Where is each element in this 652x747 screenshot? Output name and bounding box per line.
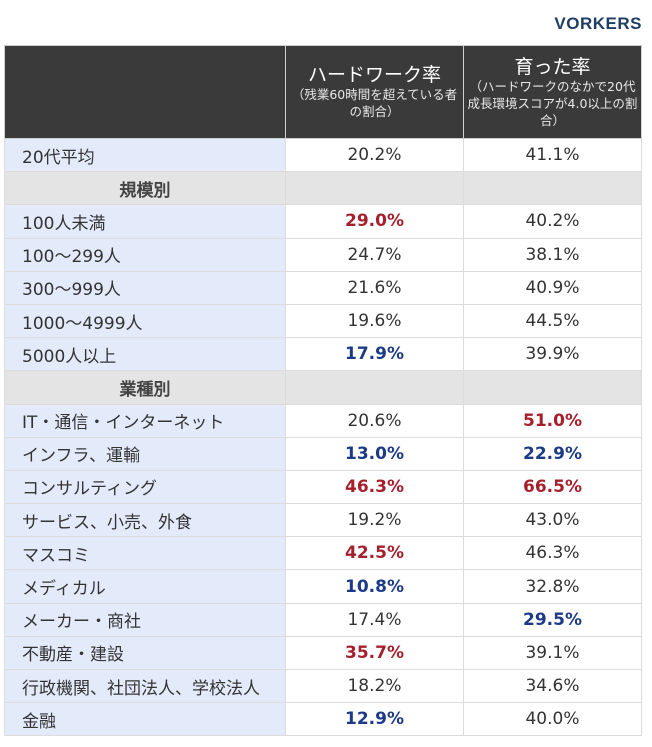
grown-rate-value: 41.1%	[463, 137, 642, 173]
hardwork-rate-value: 19.6%	[285, 303, 464, 339]
grown-rate-value: 40.0%	[463, 702, 642, 737]
table-row: インフラ、運輸 13.0% 22.9%	[4, 436, 642, 471]
row-label: インフラ、運輸	[4, 436, 286, 471]
table-row: 5000人以上 17.9% 39.9%	[4, 337, 642, 372]
section-label: 規模別	[4, 171, 286, 206]
header-category	[4, 45, 286, 139]
hardwork-rate-value: 42.5%	[285, 536, 464, 571]
table-row: 行政機関、社団法人、学校法人 18.2% 34.6%	[4, 668, 642, 704]
table-row: 不動産・建設 35.7% 39.1%	[4, 635, 642, 671]
hardwork-rate-value: 10.8%	[285, 569, 464, 604]
grown-rate-value: 40.9%	[463, 270, 642, 305]
hardwork-rate-value: 46.3%	[285, 469, 464, 505]
table-row: メーカー・商社 17.4% 29.5%	[4, 602, 642, 637]
header-hardwork-title: ハードワーク率	[307, 64, 441, 86]
grown-rate-value: 32.8%	[463, 569, 642, 604]
section-label: 業種別	[4, 370, 286, 405]
row-label: 1000〜4999人	[4, 303, 286, 339]
table-row: 金融 12.9% 40.0%	[4, 702, 642, 737]
hardwork-rate-value: 17.4%	[285, 602, 464, 637]
hardwork-rate-value: 18.2%	[285, 668, 464, 704]
hardwork-rate-value: 24.7%	[285, 237, 464, 272]
section-empty-cell	[285, 370, 464, 405]
header-grown-title: 育った率	[514, 55, 591, 78]
header-hardwork-subtitle: （残業60時間を超えている者の割合）	[291, 87, 458, 119]
grown-rate-value: 46.3%	[463, 536, 642, 571]
hardwork-rate-value: 17.9%	[285, 337, 464, 372]
table-row: メディカル 10.8% 32.8%	[4, 569, 642, 604]
table-row: 100〜299人 24.7% 38.1%	[4, 237, 642, 272]
table-row: 100人未満 29.0% 40.2%	[4, 204, 642, 239]
table-row: 1000〜4999人 19.6% 44.5%	[4, 303, 642, 339]
table-row: 300〜999人 21.6% 40.9%	[4, 270, 642, 305]
table-row: サービス、小売、外食 19.2% 43.0%	[4, 503, 642, 538]
grown-rate-value: 66.5%	[463, 469, 642, 505]
section-empty-cell	[463, 370, 642, 405]
table-body: 20代平均 20.2% 41.1% 規模別 100人未満 29.0% 40.2% 100〜29…	[4, 137, 642, 737]
row-label: 5000人以上	[4, 337, 286, 372]
hardwork-rate-value: 35.7%	[285, 635, 464, 671]
grown-rate-value: 51.0%	[463, 403, 642, 438]
section-empty-cell	[285, 171, 464, 206]
section-header-row: 業種別	[4, 370, 642, 405]
grown-rate-value: 22.9%	[463, 436, 642, 471]
row-label: サービス、小売、外食	[4, 503, 286, 538]
row-label: メーカー・商社	[4, 602, 286, 637]
table-row: マスコミ 42.5% 46.3%	[4, 536, 642, 571]
hardwork-rate-value: 20.2%	[285, 137, 464, 173]
table-row: 20代平均 20.2% 41.1%	[4, 137, 642, 173]
row-label: IT・通信・インターネット	[4, 403, 286, 438]
row-label: 100〜299人	[4, 237, 286, 272]
section-header-row: 規模別	[4, 171, 642, 206]
grown-rate-value: 38.1%	[463, 237, 642, 272]
grown-rate-value: 44.5%	[463, 303, 642, 339]
grown-rate-value: 39.9%	[463, 337, 642, 372]
header-hardwork-rate: ハードワーク率 （残業60時間を超えている者の割合）	[285, 45, 464, 139]
row-label: コンサルティング	[4, 469, 286, 505]
hardwork-growth-table: ハードワーク率 （残業60時間を超えている者の割合） 育った率 （ハードワークの…	[4, 45, 642, 737]
hardwork-rate-value: 19.2%	[285, 503, 464, 538]
grown-rate-value: 29.5%	[463, 602, 642, 637]
table-header-row: ハードワーク率 （残業60時間を超えている者の割合） 育った率 （ハードワークの…	[4, 45, 642, 139]
row-label: 300〜999人	[4, 270, 286, 305]
grown-rate-value: 40.2%	[463, 204, 642, 239]
row-label: 行政機関、社団法人、学校法人	[4, 668, 286, 704]
row-label: 金融	[4, 702, 286, 737]
hardwork-rate-value: 20.6%	[285, 403, 464, 438]
table-row: IT・通信・インターネット 20.6% 51.0%	[4, 403, 642, 438]
grown-rate-value: 43.0%	[463, 503, 642, 538]
hardwork-rate-value: 13.0%	[285, 436, 464, 471]
row-label: マスコミ	[4, 536, 286, 571]
hardwork-rate-value: 12.9%	[285, 702, 464, 737]
grown-rate-value: 39.1%	[463, 635, 642, 671]
header-grown-rate: 育った率 （ハードワークのなかで20代成長環境スコアが4.0以上の割合）	[463, 45, 642, 139]
row-label: 100人未満	[4, 204, 286, 239]
row-label: 不動産・建設	[4, 635, 286, 671]
table-row: コンサルティング 46.3% 66.5%	[4, 469, 642, 505]
vorkers-logo: VORKERS	[554, 14, 642, 33]
row-label: メディカル	[4, 569, 286, 604]
header-grown-subtitle: （ハードワークのなかで20代成長環境スコアが4.0以上の割合）	[467, 78, 638, 128]
hardwork-rate-value: 21.6%	[285, 270, 464, 305]
section-empty-cell	[463, 171, 642, 206]
row-label: 20代平均	[4, 137, 286, 173]
hardwork-rate-value: 29.0%	[285, 204, 464, 239]
grown-rate-value: 34.6%	[463, 668, 642, 704]
